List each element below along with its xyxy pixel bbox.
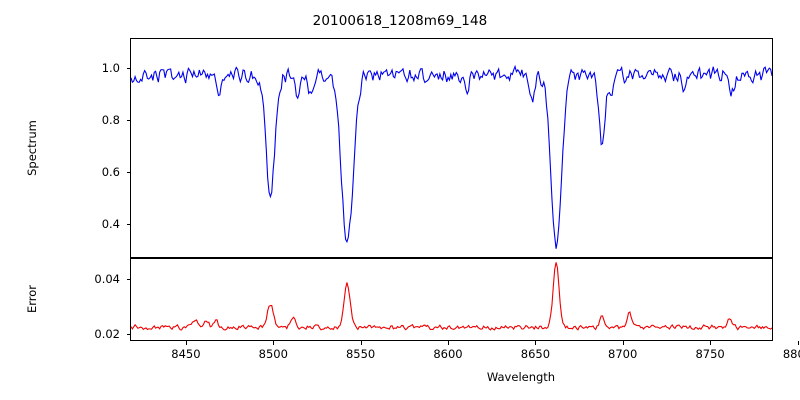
error-ytick-mark <box>126 278 130 280</box>
x-tick-mark <box>273 341 275 345</box>
spectrum-ytick-mark <box>126 120 130 122</box>
x-tick-label: 8750 <box>695 347 725 361</box>
x-tick-label: 8500 <box>258 347 288 361</box>
spectrum-ytick-mark <box>126 67 130 69</box>
error-plot-panel <box>130 258 773 341</box>
x-tick-label: 8550 <box>345 347 376 361</box>
x-tick-mark <box>710 341 712 345</box>
x-tick-mark <box>797 341 799 345</box>
error-series <box>131 259 772 340</box>
x-tick-mark <box>185 341 187 345</box>
spectrum-series <box>131 39 772 257</box>
x-tick-mark <box>360 341 362 345</box>
x-tick-mark <box>622 341 624 345</box>
error-ytick-label: 0.02 <box>94 327 120 342</box>
spectrum-ytick-label: 0.4 <box>101 217 120 232</box>
spectrum-ytick-label: 0.6 <box>101 165 120 180</box>
error-ytick-label: 0.04 <box>94 271 120 286</box>
x-tick-label: 8450 <box>171 347 201 361</box>
x-tick-label: 8650 <box>520 347 551 361</box>
spectrum-plot-panel <box>130 38 773 258</box>
x-tick-label: 8800 <box>782 347 800 361</box>
x-tick-label: 8600 <box>433 347 463 361</box>
page-title: 20100618_1208m69_148 <box>312 13 488 29</box>
x-tick-label: 8700 <box>608 347 638 361</box>
spectrum-ytick-mark <box>126 224 130 226</box>
spectrum-ytick-label: 1.0 <box>101 60 120 75</box>
error-ytick-mark <box>126 334 130 336</box>
x-tick-mark <box>448 341 450 345</box>
x-tick-mark <box>535 341 537 345</box>
x-axis-label: Wavelength <box>486 370 556 384</box>
spectrum-ytick-label: 0.8 <box>101 113 120 127</box>
error-y-axis-label: Error <box>25 284 39 314</box>
spectrum-ytick-mark <box>126 172 130 174</box>
